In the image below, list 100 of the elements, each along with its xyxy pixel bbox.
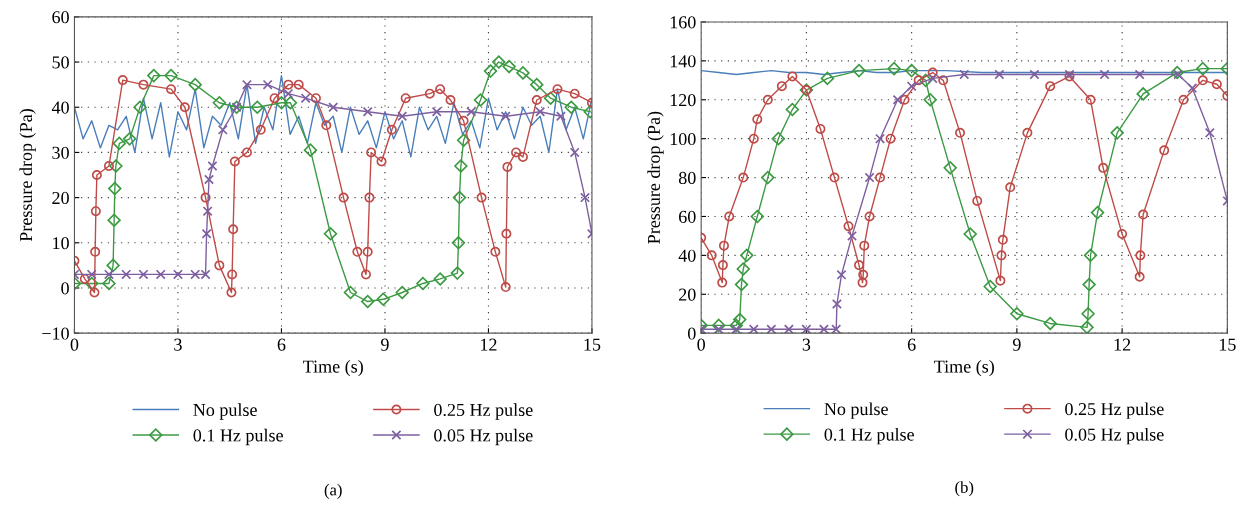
- y-tick-label: 30: [52, 146, 69, 159]
- point: [927, 73, 938, 84]
- y-tick-label: 50: [52, 56, 69, 69]
- point: [1081, 306, 1095, 321]
- point: [103, 160, 114, 171]
- point: [750, 209, 765, 224]
- point: [843, 221, 854, 232]
- point: [736, 262, 750, 276]
- y-tick-label: 20: [679, 288, 696, 301]
- legend-label: 0.1 Hz pulse: [193, 428, 283, 446]
- point: [995, 275, 1006, 286]
- point: [164, 68, 178, 83]
- point: [217, 124, 228, 135]
- point: [818, 324, 829, 334]
- point: [1010, 306, 1024, 321]
- point: [202, 206, 213, 217]
- point: [997, 234, 1008, 245]
- point: [431, 106, 442, 117]
- point: [724, 211, 735, 222]
- point: [892, 94, 903, 105]
- point: [424, 88, 435, 99]
- point: [360, 294, 375, 309]
- point: [269, 93, 280, 104]
- point: [531, 95, 542, 106]
- point: [1170, 65, 1184, 80]
- point: [885, 133, 896, 144]
- point: [103, 269, 114, 280]
- point: [530, 77, 544, 92]
- point: [452, 190, 467, 205]
- y-tick-label: 120: [670, 94, 696, 107]
- point: [1178, 94, 1189, 105]
- point: [502, 161, 513, 172]
- point: [713, 324, 724, 334]
- text: (a): [324, 483, 342, 499]
- point: [836, 269, 847, 280]
- point: [859, 240, 870, 251]
- y-tick-label: 10: [53, 237, 69, 250]
- point: [717, 260, 728, 271]
- point: [766, 324, 777, 334]
- point: [718, 240, 729, 251]
- legend-label: No pulse: [193, 403, 257, 420]
- point: [913, 75, 924, 86]
- point: [1173, 69, 1184, 80]
- point: [229, 156, 240, 167]
- point: [972, 195, 983, 206]
- point: [918, 73, 933, 88]
- point: [887, 61, 901, 76]
- point: [740, 248, 754, 263]
- point: [241, 79, 252, 90]
- point: [147, 68, 161, 83]
- point: [1083, 248, 1098, 263]
- point: [569, 147, 580, 158]
- point: [801, 324, 812, 334]
- point: [857, 277, 868, 288]
- point: [829, 172, 840, 183]
- point: [433, 272, 447, 286]
- legend-label: 0.25 Hz pulse: [434, 403, 533, 420]
- point: [552, 84, 563, 95]
- point: [283, 95, 298, 110]
- point: [188, 77, 202, 92]
- point: [293, 79, 304, 90]
- point: [89, 287, 100, 298]
- point: [1090, 205, 1105, 220]
- point: [580, 192, 591, 203]
- point: [227, 269, 238, 280]
- point: [787, 71, 798, 82]
- point: [500, 282, 511, 293]
- point: [1117, 228, 1128, 239]
- x-tick-label: 15: [584, 338, 601, 351]
- point: [435, 84, 446, 95]
- point: [155, 269, 166, 280]
- point: [1110, 126, 1124, 140]
- point: [748, 133, 759, 144]
- point: [1099, 69, 1110, 80]
- point: [1135, 250, 1146, 261]
- point: [483, 64, 498, 78]
- point: [1211, 79, 1222, 90]
- point: [179, 102, 190, 113]
- point: [283, 88, 294, 99]
- point: [90, 206, 101, 217]
- x-tick-label: 9: [381, 338, 389, 351]
- point: [321, 120, 332, 131]
- point: [1134, 69, 1145, 80]
- point: [711, 318, 726, 333]
- point: [733, 312, 747, 327]
- x-tick-label: 9: [1012, 338, 1021, 351]
- point: [91, 170, 102, 181]
- point: [117, 75, 128, 86]
- point: [395, 285, 409, 300]
- point: [1136, 87, 1150, 101]
- point: [102, 276, 116, 291]
- legend-label: 0.05 Hz pulse: [434, 428, 533, 446]
- x-tick-label: 0: [70, 338, 79, 351]
- point: [564, 100, 578, 114]
- point: [776, 81, 787, 92]
- point: [106, 258, 120, 273]
- point: [852, 63, 866, 78]
- x-axis-title: Time (s): [934, 359, 994, 377]
- x-tick-label: 12: [1114, 338, 1131, 351]
- point: [300, 93, 311, 104]
